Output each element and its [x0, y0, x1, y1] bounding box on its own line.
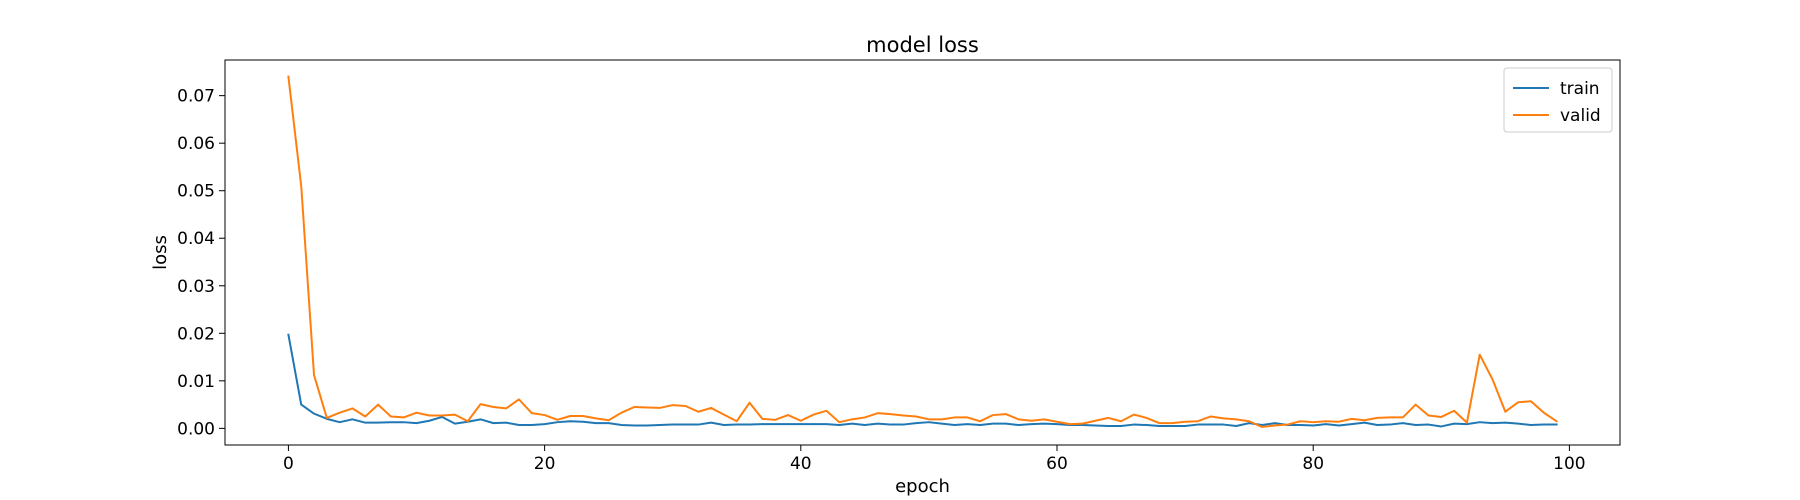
x-axis-ticks: 0 20 40 60 80 100: [283, 445, 1586, 474]
y-tick-label: 0.01: [177, 372, 215, 392]
y-tick-label: 0.03: [177, 277, 215, 297]
y-axis-ticks: 0.00 0.01 0.02 0.03 0.04 0.05 0.06 0.07: [177, 87, 225, 439]
y-tick-label: 0.06: [177, 134, 215, 154]
x-tick-label: 40: [790, 454, 812, 474]
x-tick-label: 20: [534, 454, 556, 474]
x-tick-label: 0: [283, 454, 294, 474]
x-tick-label: 60: [1046, 454, 1068, 474]
plot-lines: [287, 75, 1558, 428]
x-axis-title: epoch: [895, 476, 950, 497]
legend-label-valid: valid: [1560, 106, 1601, 126]
y-tick-label: 0.07: [177, 87, 215, 107]
y-tick-label: 0.02: [177, 324, 215, 344]
x-tick-label: 80: [1302, 454, 1324, 474]
y-tick-label: 0.00: [177, 419, 215, 439]
legend-label-train: train: [1560, 79, 1600, 99]
chart-title: model loss: [866, 33, 979, 57]
series-line-valid: [287, 75, 1558, 428]
y-axis-title: loss: [150, 235, 171, 270]
x-tick-label: 100: [1553, 454, 1585, 474]
y-tick-label: 0.05: [177, 182, 215, 202]
series-line-train: [287, 333, 1558, 428]
legend: train valid: [1503, 67, 1613, 133]
y-tick-label: 0.04: [177, 229, 215, 249]
plot-frame: [224, 59, 1621, 446]
